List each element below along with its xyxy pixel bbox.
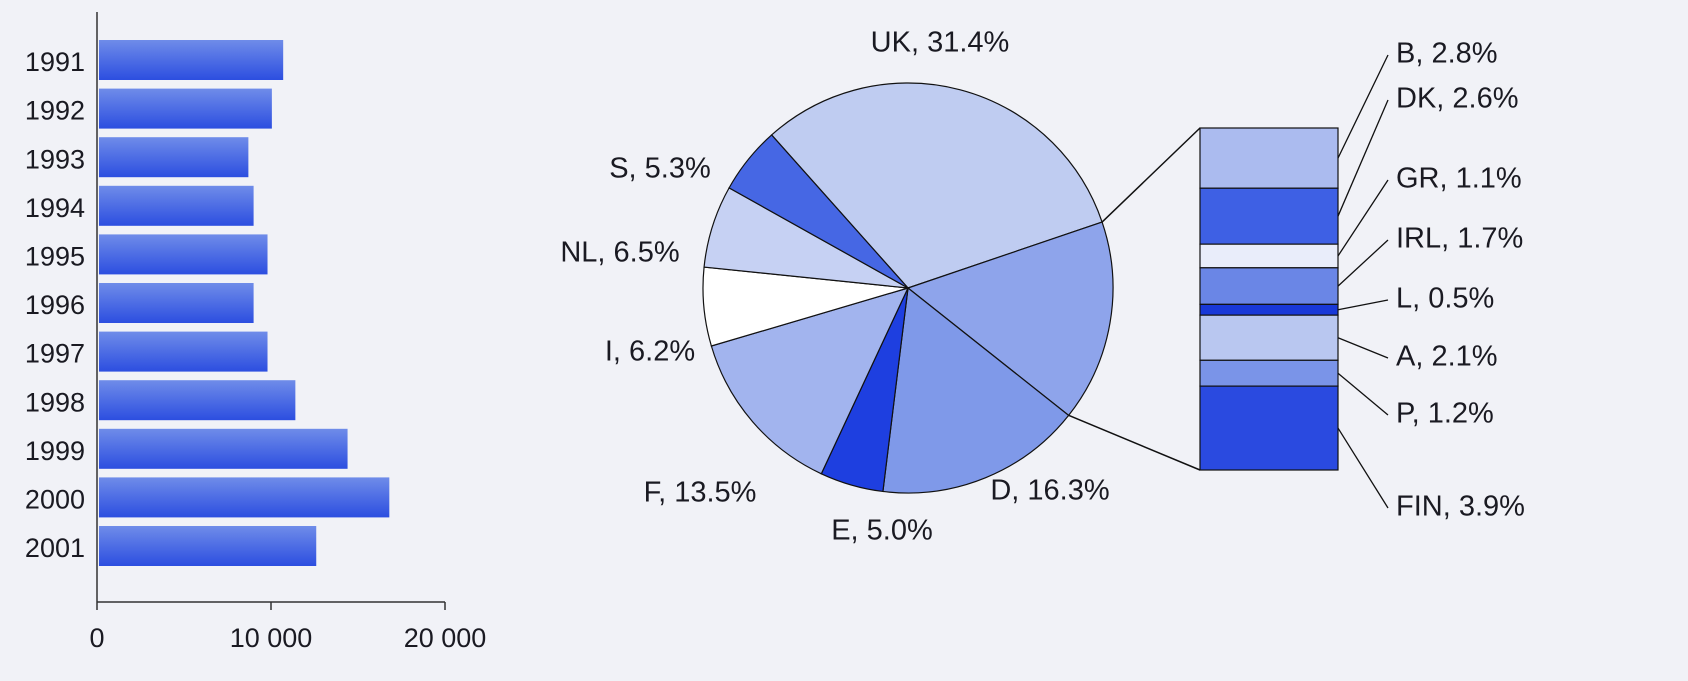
leader [1337, 299, 1389, 311]
breakdown-segment [1199, 359, 1339, 387]
y-tick-label: 2001 [25, 533, 85, 563]
pie-slice [710, 287, 910, 475]
y-tick-label: 2000 [25, 485, 85, 515]
bar [99, 331, 268, 372]
slice-label: E, 5.0% [831, 515, 933, 547]
connector [1101, 127, 1201, 223]
connector [1068, 414, 1201, 471]
bar [99, 477, 390, 518]
breakdown-segment [1199, 267, 1339, 305]
breakdown-label: B, 2.8% [1396, 38, 1498, 70]
breakdown-label: GR, 1.1% [1396, 163, 1522, 195]
pie-slice [728, 134, 909, 289]
leader [1337, 372, 1389, 416]
breakdown-label: DK, 2.6% [1396, 83, 1519, 115]
slice-label: F, 13.5% [644, 477, 757, 509]
breakdown-segment [1199, 187, 1339, 245]
y-tick-label: 1993 [25, 144, 85, 174]
slice-label: I, 6.2% [605, 336, 695, 368]
breakdown-segment [1199, 385, 1339, 471]
bar [99, 428, 348, 469]
y-tick-label: 1991 [25, 47, 85, 77]
slice-label: UK, 31.4% [871, 27, 1010, 59]
x-tick-label: 10 000 [230, 623, 313, 653]
breakdown-label: A, 2.1% [1396, 341, 1498, 373]
bar [99, 137, 249, 178]
y-tick-label: 1992 [25, 96, 85, 126]
y-tick-label: 1996 [25, 290, 85, 320]
leader [1337, 179, 1389, 257]
slice-label: NL, 6.5% [560, 237, 679, 269]
bar [99, 234, 268, 275]
x-tick-label: 20 000 [404, 623, 487, 653]
bar [99, 88, 272, 129]
leader [1337, 99, 1389, 217]
y-tick-label: 1995 [25, 242, 85, 272]
breakdown-label: FIN, 3.9% [1396, 491, 1525, 523]
breakdown-segment [1199, 243, 1339, 269]
bar [99, 283, 254, 323]
leader [1337, 427, 1389, 509]
slice-label: D, 16.3% [990, 475, 1109, 507]
slice-label: S, 5.3% [609, 153, 711, 185]
leader [1337, 337, 1389, 359]
leader [1337, 239, 1389, 287]
bar [99, 185, 254, 226]
breakdown-segment [1199, 127, 1339, 189]
bar [99, 380, 296, 421]
breakdown-label: L, 0.5% [1396, 283, 1494, 315]
breakdown-label: P, 1.2% [1396, 398, 1494, 430]
pie-slice [882, 286, 1070, 494]
y-tick-label: 1998 [25, 387, 85, 417]
breakdown-segment [1199, 314, 1339, 361]
leader [1337, 54, 1389, 159]
pie-slice [770, 82, 1103, 289]
pie-slice-others [906, 221, 1114, 417]
bar [99, 526, 317, 566]
breakdown-label: IRL, 1.7% [1396, 223, 1523, 255]
x-tick-label: 0 [89, 623, 104, 653]
y-tick-label: 1997 [25, 339, 85, 369]
y-tick-label: 1994 [25, 193, 85, 223]
bar [99, 40, 284, 80]
y-tick-label: 1999 [25, 436, 85, 466]
breakdown-segment [1199, 303, 1339, 316]
